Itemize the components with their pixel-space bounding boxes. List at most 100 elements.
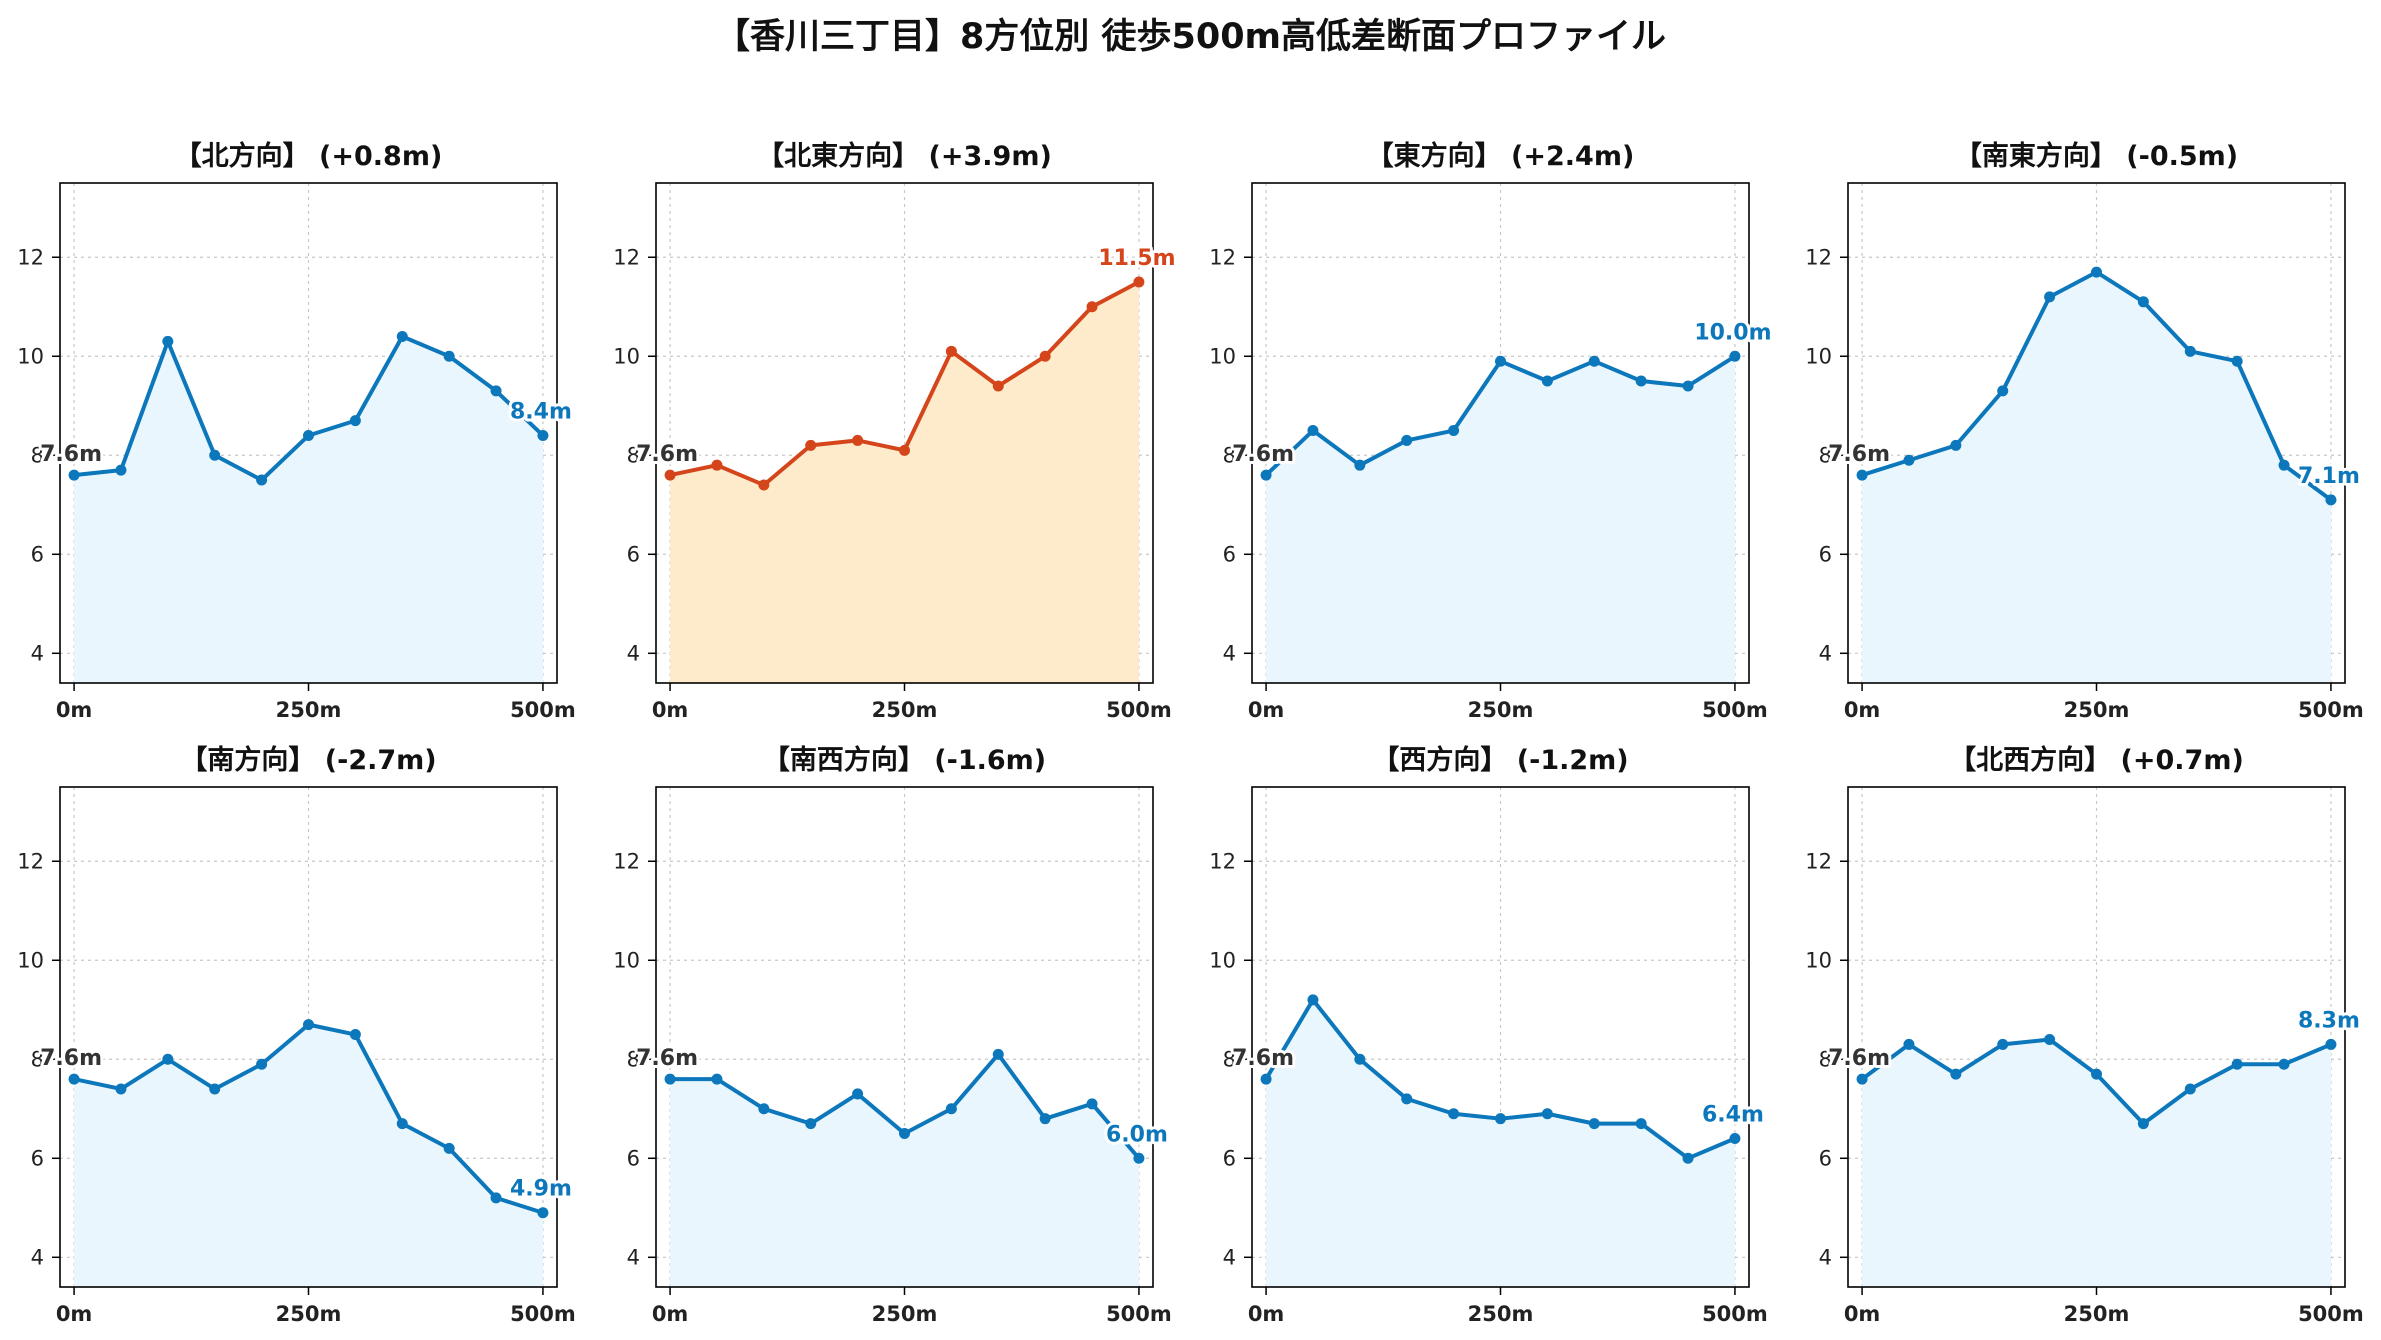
start-value-label: 7.6m — [1232, 442, 1294, 467]
data-point — [852, 434, 864, 446]
data-point — [1541, 1108, 1553, 1120]
data-point — [1997, 1038, 2009, 1050]
data-point — [2325, 494, 2337, 506]
subplot-0: 【北方向】 (+0.8m) 0m 250m 500m 4 6 8 10 12 7.6m 8.4m — [17, 140, 576, 722]
area-fill — [670, 282, 1139, 683]
x-tick-label: 500m — [2298, 1302, 2364, 1326]
x-tick-label: 0m — [1248, 1302, 1285, 1326]
data-point — [1448, 425, 1460, 437]
y-tick-label: 6 — [31, 542, 44, 566]
y-tick-label: 12 — [1209, 245, 1236, 269]
data-point — [1950, 439, 1962, 451]
y-tick-label: 4 — [1819, 641, 1832, 665]
subplot-title: 【北方向】 (+0.8m) — [175, 140, 443, 172]
data-point — [1039, 1113, 1051, 1125]
x-tick-label: 250m — [2064, 1302, 2130, 1326]
data-point — [396, 1118, 408, 1130]
x-tick-label: 250m — [276, 1302, 342, 1326]
y-tick-label: 8 — [1819, 1047, 1832, 1071]
data-point — [1401, 434, 1413, 446]
area-fill — [1266, 999, 1735, 1287]
end-value-label: 6.4m — [1702, 1102, 1764, 1127]
data-point — [805, 1118, 817, 1130]
subplot-title: 【北東方向】 (+3.9m) — [757, 140, 1052, 172]
data-point — [1086, 1098, 1098, 1110]
data-point — [2044, 291, 2056, 303]
data-point — [1260, 469, 1272, 481]
y-tick-label: 8 — [1223, 1047, 1236, 1071]
x-tick-label: 500m — [510, 698, 576, 722]
subplot-1: 【北東方向】 (+3.9m) 0m 250m 500m 4 6 8 10 12 7.6m 11.5m — [613, 140, 1178, 722]
data-point — [1682, 380, 1694, 392]
y-tick-label: 4 — [1819, 1245, 1832, 1269]
data-point — [2044, 1033, 2056, 1045]
x-tick-label: 0m — [56, 698, 93, 722]
data-point — [303, 429, 314, 441]
data-point — [396, 330, 408, 342]
y-tick-label: 8 — [627, 1047, 640, 1071]
data-point — [1307, 425, 1319, 437]
data-point — [349, 1029, 361, 1041]
y-tick-label: 8 — [1819, 443, 1832, 467]
data-point — [1635, 375, 1647, 387]
figure-title: 【香川三丁目】8方位別 徒歩500m高低差断面プロファイル — [714, 17, 1667, 57]
x-tick-label: 250m — [872, 698, 938, 722]
y-tick-label: 6 — [31, 1146, 44, 1170]
data-point — [2184, 1083, 2196, 1095]
data-point — [2231, 355, 2243, 367]
end-value-label: 6.0m — [1106, 1122, 1168, 1147]
data-point — [1903, 454, 1915, 466]
data-point — [758, 1103, 770, 1115]
x-tick-label: 250m — [1468, 698, 1534, 722]
data-point — [711, 459, 723, 471]
data-point — [2278, 1058, 2290, 1070]
start-value-label: 7.6m — [1828, 1046, 1890, 1071]
y-tick-label: 12 — [1209, 849, 1236, 873]
subplot-title: 【南東方向】 (-0.5m) — [1955, 140, 2238, 172]
data-point — [2325, 1038, 2337, 1050]
y-tick-label: 12 — [1805, 849, 1832, 873]
y-tick-label: 12 — [17, 849, 44, 873]
data-point — [1729, 350, 1741, 362]
area-fill — [1862, 272, 2331, 683]
start-value-label: 7.6m — [1232, 1046, 1294, 1071]
start-value-label: 7.6m — [636, 442, 698, 467]
data-point — [2137, 296, 2149, 308]
subplot-3: 【南東方向】 (-0.5m) 0m 250m 500m 4 6 8 10 12 7.6m 7.1m — [1805, 140, 2364, 722]
data-point — [992, 1048, 1004, 1060]
data-point — [162, 335, 174, 347]
area-fill — [1266, 356, 1735, 683]
y-tick-label: 6 — [1819, 1146, 1832, 1170]
data-point — [664, 469, 676, 481]
x-tick-label: 500m — [1106, 698, 1172, 722]
data-point — [1354, 1053, 1366, 1065]
x-tick-label: 0m — [1844, 698, 1881, 722]
start-value-label: 7.6m — [636, 1046, 698, 1071]
data-point — [209, 449, 221, 461]
data-point — [537, 429, 549, 441]
y-tick-label: 4 — [627, 1245, 640, 1269]
data-point — [1729, 1132, 1741, 1144]
y-tick-label: 8 — [627, 443, 640, 467]
x-tick-label: 250m — [872, 1302, 938, 1326]
y-tick-label: 10 — [1209, 344, 1236, 368]
end-value-label: 8.4m — [510, 399, 572, 424]
data-point — [1495, 355, 1506, 367]
x-tick-label: 0m — [56, 1302, 93, 1326]
x-tick-label: 250m — [1468, 1302, 1534, 1326]
data-point — [209, 1083, 221, 1095]
y-tick-label: 12 — [613, 245, 640, 269]
data-point — [1133, 1152, 1145, 1164]
data-point — [992, 380, 1004, 392]
data-point — [2231, 1058, 2243, 1070]
data-point — [1903, 1038, 1915, 1050]
subplot-7: 【北西方向】 (+0.7m) 0m 250m 500m 4 6 8 10 12 7.6m 8.3m — [1805, 744, 2364, 1326]
subplot-title: 【西方向】 (-1.2m) — [1372, 744, 1628, 776]
y-tick-label: 4 — [31, 641, 44, 665]
y-tick-label: 10 — [1209, 948, 1236, 972]
data-point — [899, 444, 910, 456]
y-tick-label: 8 — [31, 443, 44, 467]
end-value-label: 11.5m — [1098, 246, 1175, 271]
